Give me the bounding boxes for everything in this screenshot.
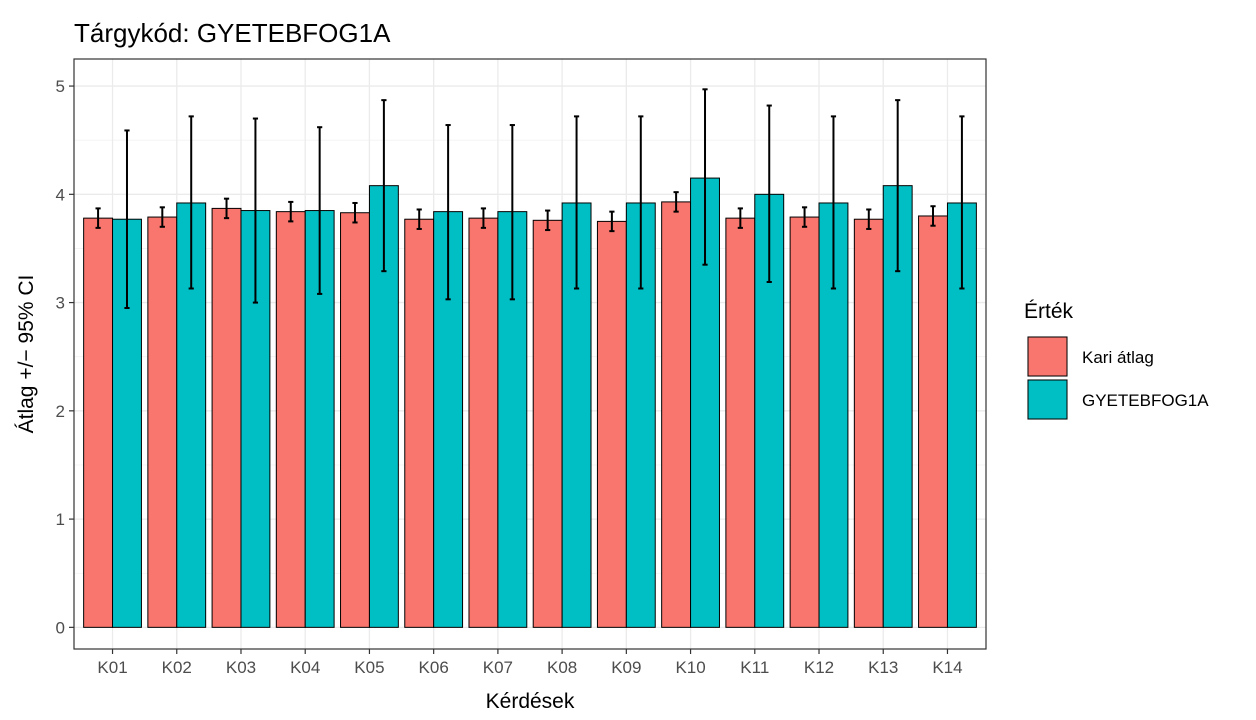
plot-panel-border [73, 58, 987, 650]
legend-swatch [1027, 336, 1068, 377]
error-bar-kari-K05 [352, 201, 358, 224]
x-axis-title: Kérdések [486, 690, 575, 713]
x-tick-label: K03 [226, 658, 256, 677]
error-bar-targy-K09 [638, 115, 644, 290]
error-bar-targy-K06 [445, 124, 451, 301]
bar-kari-K04 [275, 211, 306, 628]
x-tick-label: K09 [611, 658, 641, 677]
error-bar-targy-K04 [317, 126, 323, 295]
bar-kari-K07 [468, 217, 499, 628]
error-bar-targy-K05 [381, 99, 387, 273]
bar-kari-K11 [725, 217, 756, 628]
plot-panel [74, 59, 986, 649]
x-tick-label: K05 [354, 658, 384, 677]
legend-label: GYETEBFOG1A [1082, 391, 1209, 410]
y-tick-label: 4 [56, 185, 65, 204]
bar-kari-K10 [661, 201, 692, 628]
axes-layer: 0 1 2 3 4 5 K01 K02 K03 K04 K05 K06 K07 K08 K09 K10 K11 K… [56, 77, 963, 677]
error-bars-layer [95, 88, 965, 309]
error-bar-targy-K13 [895, 99, 901, 273]
legend-label: Kari átlag [1082, 348, 1154, 367]
bars-layer [83, 177, 977, 628]
bar-kari-K03 [211, 207, 242, 628]
legend: Érték Kari átlag GYETEBFOG1A [1024, 300, 1209, 420]
error-bar-kari-K09 [609, 210, 615, 233]
error-bar-kari-K08 [545, 209, 551, 232]
bar-kari-K09 [596, 220, 627, 628]
x-tick-label: K04 [290, 658, 320, 677]
error-bar-targy-K12 [830, 115, 837, 290]
error-bar-kari-K07 [480, 207, 487, 229]
x-tick-label: K01 [97, 658, 127, 677]
error-bar-targy-K02 [188, 115, 194, 290]
x-tick-label: K06 [419, 658, 449, 677]
x-tick-label: K11 [740, 658, 769, 677]
error-bar-kari-K02 [159, 206, 165, 228]
y-tick-label: 5 [56, 77, 65, 96]
error-bar-targy-K10 [702, 88, 708, 266]
bar-kari-K12 [789, 216, 820, 628]
error-bar-kari-K04 [288, 200, 294, 223]
error-bar-targy-K11 [766, 104, 772, 284]
error-bar-targy-K01 [124, 129, 130, 309]
y-tick-label: 2 [56, 402, 65, 421]
bar-targy-K04 [304, 210, 335, 628]
chart-title: Tárgykód: GYETEBFOG1A [74, 18, 391, 48]
error-bar-kari-K11 [737, 207, 743, 229]
x-tick-label: K14 [932, 658, 962, 677]
bar-kari-K08 [532, 219, 563, 628]
error-bar-kari-K03 [223, 197, 230, 220]
error-bar-kari-K12 [801, 206, 808, 228]
error-bar-targy-K14 [959, 115, 965, 290]
bar-kari-K02 [147, 216, 178, 628]
x-tick-label: K08 [547, 658, 577, 677]
legend-swatch [1027, 379, 1068, 420]
y-tick-label: 3 [56, 294, 65, 313]
bar-kari-K06 [404, 218, 435, 628]
y-tick-label: 1 [56, 510, 65, 529]
error-bar-targy-K07 [509, 124, 515, 301]
bar-kari-K13 [853, 218, 884, 628]
error-bar-kari-K06 [416, 208, 422, 230]
error-bar-kari-K01 [95, 207, 101, 229]
error-bar-targy-K08 [573, 115, 580, 290]
bar-kari-K05 [340, 212, 370, 628]
bar-kari-K01 [83, 217, 114, 628]
error-bar-targy-K03 [252, 117, 259, 304]
y-tick-label: 0 [56, 618, 65, 637]
legend-items: Kari átlag GYETEBFOG1A [1027, 336, 1209, 420]
x-tick-label: K12 [804, 658, 834, 677]
error-bar-kari-K14 [930, 205, 936, 227]
x-tick-label: K13 [868, 658, 898, 677]
y-axis-title: Átlag +/− 95% CI [15, 275, 38, 434]
error-bar-kari-K10 [673, 191, 679, 213]
x-tick-label: K10 [675, 658, 705, 677]
x-tick-label: K07 [483, 658, 513, 677]
legend-item-kari: Kari átlag [1027, 336, 1154, 377]
legend-item-targy: GYETEBFOG1A [1027, 379, 1209, 420]
error-bar-kari-K13 [866, 208, 872, 230]
legend-title: Érték [1024, 300, 1074, 323]
bar-targy-K13 [882, 185, 913, 628]
x-tick-label: K02 [162, 658, 192, 677]
bar-kari-K14 [918, 215, 948, 628]
